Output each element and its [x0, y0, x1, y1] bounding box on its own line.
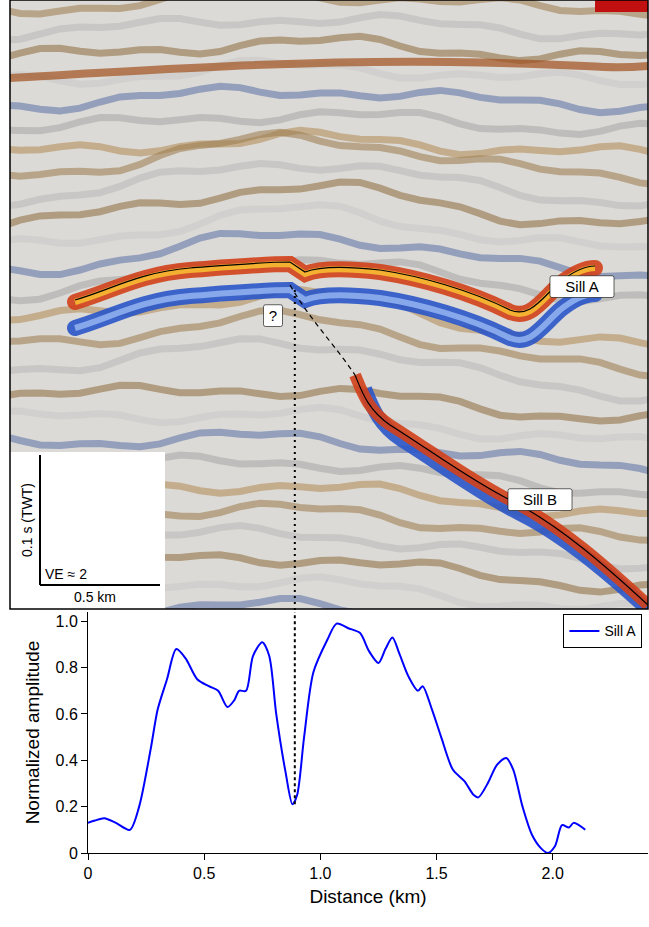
svg-text:VE ≈ 2: VE ≈ 2	[45, 566, 87, 582]
svg-text:0.5: 0.5	[193, 865, 215, 882]
svg-text:0.4: 0.4	[56, 752, 78, 769]
svg-text:0: 0	[84, 865, 93, 882]
svg-text:1.0: 1.0	[56, 613, 78, 630]
svg-text:Sill A: Sill A	[604, 623, 636, 639]
svg-text:0.5 km: 0.5 km	[74, 589, 116, 605]
svg-text:1.5: 1.5	[425, 865, 447, 882]
svg-text:1.0: 1.0	[309, 865, 331, 882]
svg-text:0.2: 0.2	[56, 798, 78, 815]
svg-text:Distance (km): Distance (km)	[309, 886, 426, 907]
svg-text:Sill B: Sill B	[523, 491, 557, 508]
svg-text:2.0: 2.0	[542, 865, 564, 882]
svg-text:?: ?	[269, 307, 277, 324]
svg-text:0.8: 0.8	[56, 659, 78, 676]
svg-text:0.1 s (TWT): 0.1 s (TWT)	[19, 483, 35, 557]
svg-text:Normalized amplitude: Normalized amplitude	[22, 641, 43, 825]
svg-text:0.6: 0.6	[56, 706, 78, 723]
svg-text:0: 0	[69, 845, 78, 862]
svg-text:Sill A: Sill A	[565, 278, 598, 295]
